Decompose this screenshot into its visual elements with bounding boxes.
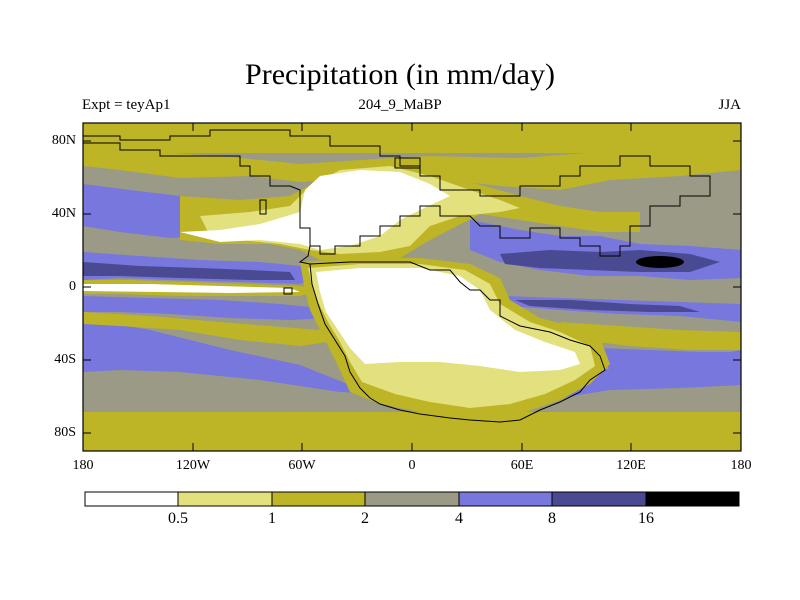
- coast-islands: [259, 157, 421, 295]
- colorbar-label-0-5: 0.5: [168, 510, 188, 527]
- experiment-label: Expt = teyAp1: [82, 97, 171, 113]
- map-title: Precipitation (in mm/day): [245, 58, 555, 91]
- field-tropical-dark-west: [83, 262, 295, 280]
- field-east-yellow-south: [560, 322, 741, 350]
- lon-label-180e: 180: [730, 458, 752, 473]
- season-label: JJA: [718, 97, 741, 113]
- lon-label-60e: 60E: [510, 458, 534, 473]
- lon-label-120w: 120W: [175, 458, 211, 473]
- coast-gondwana: [309, 261, 606, 423]
- colorbar-bin-0: [84, 491, 179, 507]
- colorbar-bin-5: [551, 491, 647, 507]
- lon-label-0: 0: [408, 458, 416, 473]
- field-gondwana-dry: [316, 268, 580, 372]
- colorbar: [84, 491, 740, 507]
- precipitation-field: [83, 123, 741, 451]
- lat-label-0: 0: [69, 279, 76, 294]
- field-east-max: [636, 256, 684, 268]
- colorbar-bin-1: [177, 491, 273, 507]
- field-east-grey-gap: [490, 282, 741, 296]
- map-ticks: [83, 123, 741, 451]
- colorbar-bin-3: [364, 491, 460, 507]
- colorbar-bin-2: [271, 491, 366, 507]
- period-label: 204_9_MaBP: [358, 97, 442, 113]
- coast-laurasia: [83, 129, 711, 257]
- colorbar-bin-4: [458, 491, 553, 507]
- coastlines: [83, 129, 711, 423]
- field-south-tropic-blue-west: [83, 296, 330, 320]
- field-equatorial-white: [83, 284, 300, 293]
- lat-label-80n: 80N: [51, 133, 76, 148]
- field-east-dark-south: [515, 300, 700, 312]
- lat-label-80s: 80S: [54, 425, 76, 440]
- field-south-ocean: [83, 390, 741, 412]
- lon-label-60w: 60W: [288, 458, 316, 473]
- colorbar-label-8: 8: [548, 510, 556, 527]
- colorbar-label-16: 16: [638, 510, 654, 527]
- colorbar-bin-6: [645, 491, 740, 507]
- colorbar-label-4: 4: [455, 510, 463, 527]
- lon-label-120e: 120E: [616, 458, 646, 473]
- lat-label-40n: 40N: [51, 206, 76, 221]
- field-south-tropic-yellow-west: [83, 312, 340, 346]
- lat-label-40s: 40S: [54, 352, 76, 367]
- coast-central-pangea: [298, 245, 311, 265]
- field-east-blue-sw: [600, 348, 741, 372]
- field-laurasia-dry: [180, 170, 450, 250]
- lon-label-180w: 180: [72, 458, 94, 473]
- colorbar-label-2: 2: [361, 510, 369, 527]
- colorbar-label-1: 1: [268, 510, 276, 527]
